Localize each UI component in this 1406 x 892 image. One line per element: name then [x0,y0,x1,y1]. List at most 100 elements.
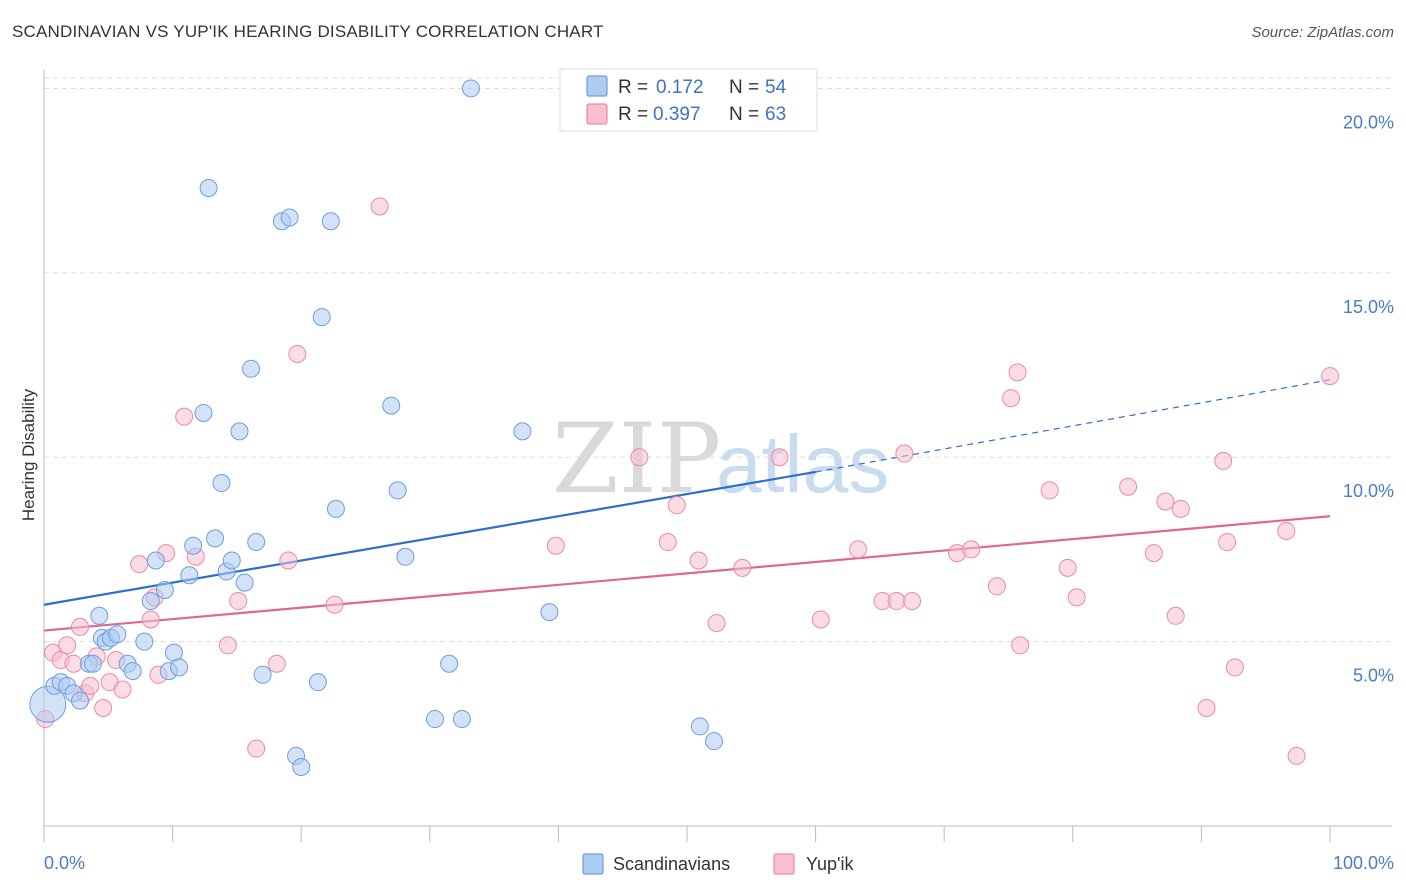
legend-n-label-1: N = [729,77,759,98]
point-yupik [1197,698,1216,717]
x-tick-label-max: 100.0% [1333,853,1394,873]
point-yupik [811,610,830,629]
point-scandinavians [230,422,249,441]
point-scandinavians [253,665,272,684]
point-yupik [658,533,677,552]
point-yupik [987,577,1006,596]
point-scandinavians [292,757,311,776]
point-scandinavians [71,691,90,710]
point-scandinavians [135,632,154,651]
point-yupik [1067,588,1086,607]
point-scandinavians [461,79,480,98]
point-yupik [267,654,286,673]
y-tick-label: 15.0% [1343,297,1394,317]
point-yupik [1171,499,1190,518]
point-scandinavians [212,474,231,493]
point-scandinavians [452,710,471,729]
point-yupik [113,680,132,699]
x-tick-label-min: 0.0% [44,853,85,873]
point-yupik [1218,533,1237,552]
point-yupik [141,610,160,629]
bottom-legend-label-yupik: Yup'ik [806,854,854,874]
point-scandinavians [396,547,415,566]
point-scandinavians [321,212,340,231]
point-yupik [1156,492,1175,511]
point-yupik [667,496,686,515]
trend-lines [43,379,1331,632]
point-yupik [247,739,266,758]
point-scandinavians [312,308,331,327]
point-yupik [630,448,649,467]
point-yupik [1277,521,1296,540]
point-scandinavians [540,603,559,622]
point-scandinavians [123,662,142,681]
point-yupik [1058,558,1077,577]
point-yupik [770,448,789,467]
point-scandinavians [170,658,189,677]
point-yupik [288,344,307,363]
point-yupik [1011,636,1030,655]
source-label: Source: ZipAtlas.com [1251,24,1394,41]
point-scandinavians [199,179,218,198]
point-scandinavians [155,580,174,599]
point-scandinavians [83,654,102,673]
point-yupik [849,540,868,559]
point-scandinavians [326,499,345,518]
point-scandinavians [90,606,109,625]
trend-line-scandinavians [43,470,816,606]
bottom-legend-label-scandinavians: Scandinavians [613,854,730,874]
series-legend: Scandinavians Yup'ik [582,853,854,875]
bottom-legend-swatch-scandinavians [582,853,604,875]
point-scandinavians [513,422,532,441]
point-yupik [71,617,90,636]
point-scandinavians [194,403,213,422]
point-scandinavians [280,208,299,227]
point-yupik [546,536,565,555]
point-yupik [1040,481,1059,500]
legend-swatch-yupik [586,103,608,125]
legend-n-value-1: 54 [765,77,787,98]
legend-r-label-2: R = [618,104,648,125]
point-yupik [175,407,194,426]
y-axis-label: Hearing Disability [19,388,38,521]
point-scandinavians [184,536,203,555]
point-scandinavians [242,359,261,378]
point-scandinavians [308,673,327,692]
point-yupik [130,555,149,574]
point-scandinavians [440,654,459,673]
point-yupik [962,540,981,559]
point-yupik [1008,363,1027,382]
point-yupik [1225,658,1244,677]
point-scandinavians [705,732,724,751]
point-yupik [1119,477,1138,496]
correlation-legend: R = 0.172 N = 54 R = 0.397 N = 63 [559,68,818,132]
trend-line-scandinavians-extension [815,379,1331,473]
point-scandinavians [690,717,709,736]
y-tick-label: 10.0% [1343,481,1394,501]
point-scandinavians [388,481,407,500]
point-yupik [733,558,752,577]
point-scandinavians [141,592,160,611]
point-yupik [1144,544,1163,563]
point-yupik [1287,746,1306,765]
point-scandinavians [382,396,401,415]
legend-r-value-2: 0.397 [653,104,701,125]
legend-r-value-1: 0.172 [656,77,704,98]
point-scandinavians [222,551,241,570]
point-yupik [58,636,77,655]
legend-n-label-2: N = [729,104,759,125]
bottom-legend-swatch-yupik [773,853,795,875]
watermark-atlas: atlas [716,419,889,510]
chart-title: SCANDINAVIAN VS YUP'IK HEARING DISABILIT… [12,22,604,41]
point-scandinavians [247,533,266,552]
point-scandinavians [425,710,444,729]
point-yupik [887,592,906,611]
point-yupik [903,592,922,611]
point-scandinavians [108,625,127,644]
point-scandinavians [235,573,254,592]
point-yupik [279,551,298,570]
y-tick-label: 20.0% [1343,112,1394,132]
point-yupik [895,444,914,463]
trend-line-yupik [43,515,1331,632]
